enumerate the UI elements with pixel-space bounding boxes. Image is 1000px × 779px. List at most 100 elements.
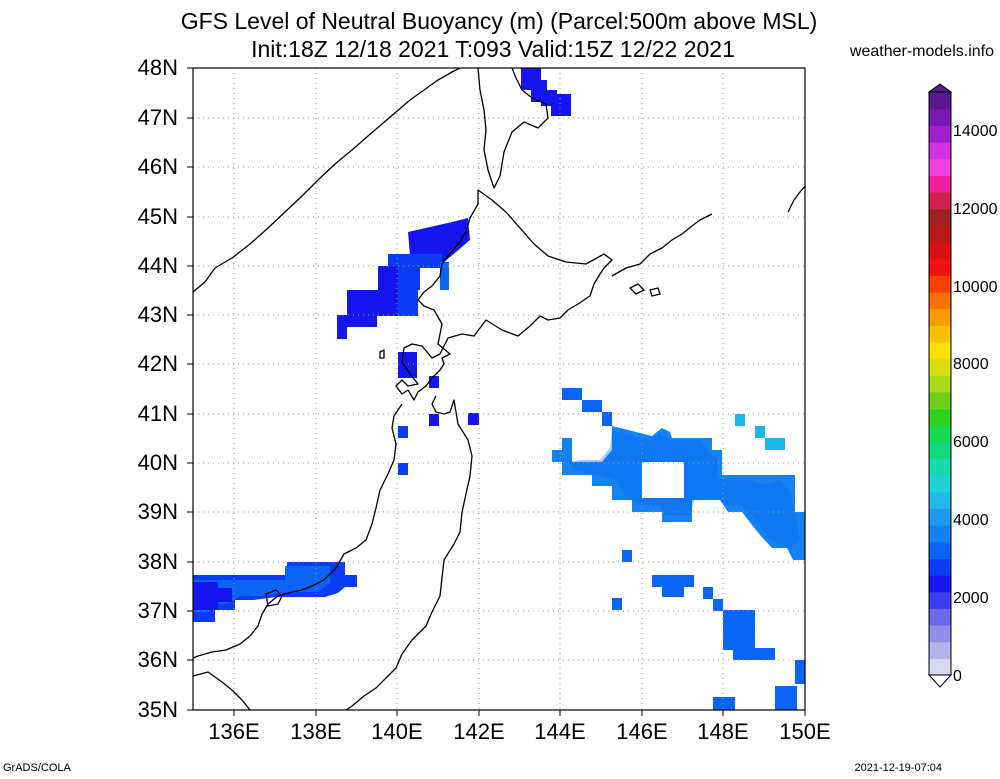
colorbar-cell xyxy=(929,458,951,476)
field-cell xyxy=(703,587,713,599)
colorbar-cell xyxy=(929,125,951,143)
coastlines xyxy=(193,68,805,710)
kamchatka-coast xyxy=(787,185,805,213)
colorbar-cell xyxy=(929,625,951,643)
colorbar-cell xyxy=(929,258,951,276)
colorbar-cell xyxy=(929,291,951,310)
colorbar-cell xyxy=(929,92,951,110)
lon-label: 138E xyxy=(290,719,342,744)
colorbar-cell xyxy=(929,225,951,243)
field-cell xyxy=(642,462,684,498)
axis-ticks xyxy=(187,67,806,716)
field-cell xyxy=(612,598,622,610)
colorbar-cell xyxy=(929,541,951,559)
colorbar-cell xyxy=(929,408,951,426)
lon-label: 148E xyxy=(697,719,749,744)
field-cell xyxy=(713,697,735,710)
colorbar-label: 8000 xyxy=(953,356,989,373)
island-shape xyxy=(379,349,385,359)
lon-label: 142E xyxy=(453,719,505,744)
colorbar-cell xyxy=(929,208,951,226)
lon-label: 144E xyxy=(534,719,586,744)
hokkaido-coast xyxy=(395,189,613,401)
colorbar-cell xyxy=(929,108,951,126)
field-cell xyxy=(440,262,449,290)
lat-label: 48N xyxy=(137,55,178,80)
footer-software-label: GrADS/COLA xyxy=(3,762,71,774)
sakhalin-coast xyxy=(477,68,549,189)
field-cell xyxy=(662,585,684,597)
colorbar-cell xyxy=(929,141,951,160)
colorbar-cell xyxy=(929,558,951,576)
colorbar-label: 10000 xyxy=(953,279,998,296)
colorbar-cell xyxy=(929,391,951,410)
lat-label: 37N xyxy=(137,598,178,623)
field-cell xyxy=(398,266,420,290)
field-cell xyxy=(733,648,775,660)
field-cell xyxy=(429,414,439,426)
colorbar-cell xyxy=(929,608,951,626)
colorbar-label: 12000 xyxy=(953,201,998,218)
field-cell xyxy=(551,94,571,116)
field-cell xyxy=(337,315,377,327)
field-cell xyxy=(398,352,417,378)
colorbar-label: 14000 xyxy=(953,123,998,140)
field-cell xyxy=(765,438,785,450)
field-cell xyxy=(775,686,797,710)
honshu-coast xyxy=(193,395,473,710)
colorbar-cell xyxy=(929,641,951,659)
colorbar-label: 0 xyxy=(953,668,962,685)
colorbar-cell xyxy=(929,575,951,593)
asia-coast xyxy=(193,68,461,293)
colorbar-scale xyxy=(929,92,951,676)
colorbar-label: 4000 xyxy=(953,512,989,529)
colorbar-cell xyxy=(929,241,951,260)
island-shape xyxy=(649,287,661,297)
lon-label: 146E xyxy=(616,719,668,744)
colorbar-cell xyxy=(929,341,951,360)
colorbar-cell xyxy=(929,308,951,326)
map-subtitle: Init:18Z 12/18 2021 T:093 Valid:15Z 12/2… xyxy=(251,36,735,62)
colorbar-cell xyxy=(929,358,951,376)
colorbar-cell xyxy=(929,275,951,293)
field-cell xyxy=(398,290,418,316)
field-cell xyxy=(429,376,439,388)
field-cell xyxy=(582,400,602,412)
field-cell xyxy=(713,599,723,611)
colorbar-label: 6000 xyxy=(953,434,989,451)
colorbar-cell xyxy=(929,508,951,526)
colorbar-frame xyxy=(928,91,952,676)
colorbar-cell xyxy=(929,375,951,393)
lat-label: 43N xyxy=(137,302,178,327)
colorbar-cell xyxy=(929,425,951,443)
colorbar-bottom-arrow xyxy=(927,674,953,688)
field-cell xyxy=(398,463,408,475)
buoyancy-field xyxy=(193,68,805,710)
field-cell xyxy=(210,588,232,602)
lat-label: 38N xyxy=(137,549,178,574)
colorbar-cell xyxy=(929,175,951,193)
field-cell xyxy=(337,325,347,339)
map-title: GFS Level of Neutral Buoyancy (m) (Parce… xyxy=(180,8,818,34)
lat-label: 39N xyxy=(137,499,178,524)
kuril-coast xyxy=(611,213,713,277)
lat-label: 36N xyxy=(137,647,178,672)
map-frame xyxy=(192,67,806,711)
field-cell xyxy=(388,254,442,268)
lon-label: 150E xyxy=(779,719,831,744)
field-cell xyxy=(723,610,755,650)
colorbar-cell xyxy=(929,325,951,343)
colorbar-cell xyxy=(929,525,951,543)
lat-label: 35N xyxy=(137,697,178,722)
colorbar-cell xyxy=(929,658,951,676)
grid-lines xyxy=(193,68,805,710)
field-cell xyxy=(755,426,765,438)
lat-label: 47N xyxy=(137,105,178,130)
colorbar-cell xyxy=(929,441,951,460)
colorbar-cell xyxy=(929,491,951,510)
lon-label: 136E xyxy=(208,719,260,744)
colorbar-cell xyxy=(929,591,951,609)
lat-label: 41N xyxy=(137,401,178,426)
field-cell xyxy=(652,575,694,587)
